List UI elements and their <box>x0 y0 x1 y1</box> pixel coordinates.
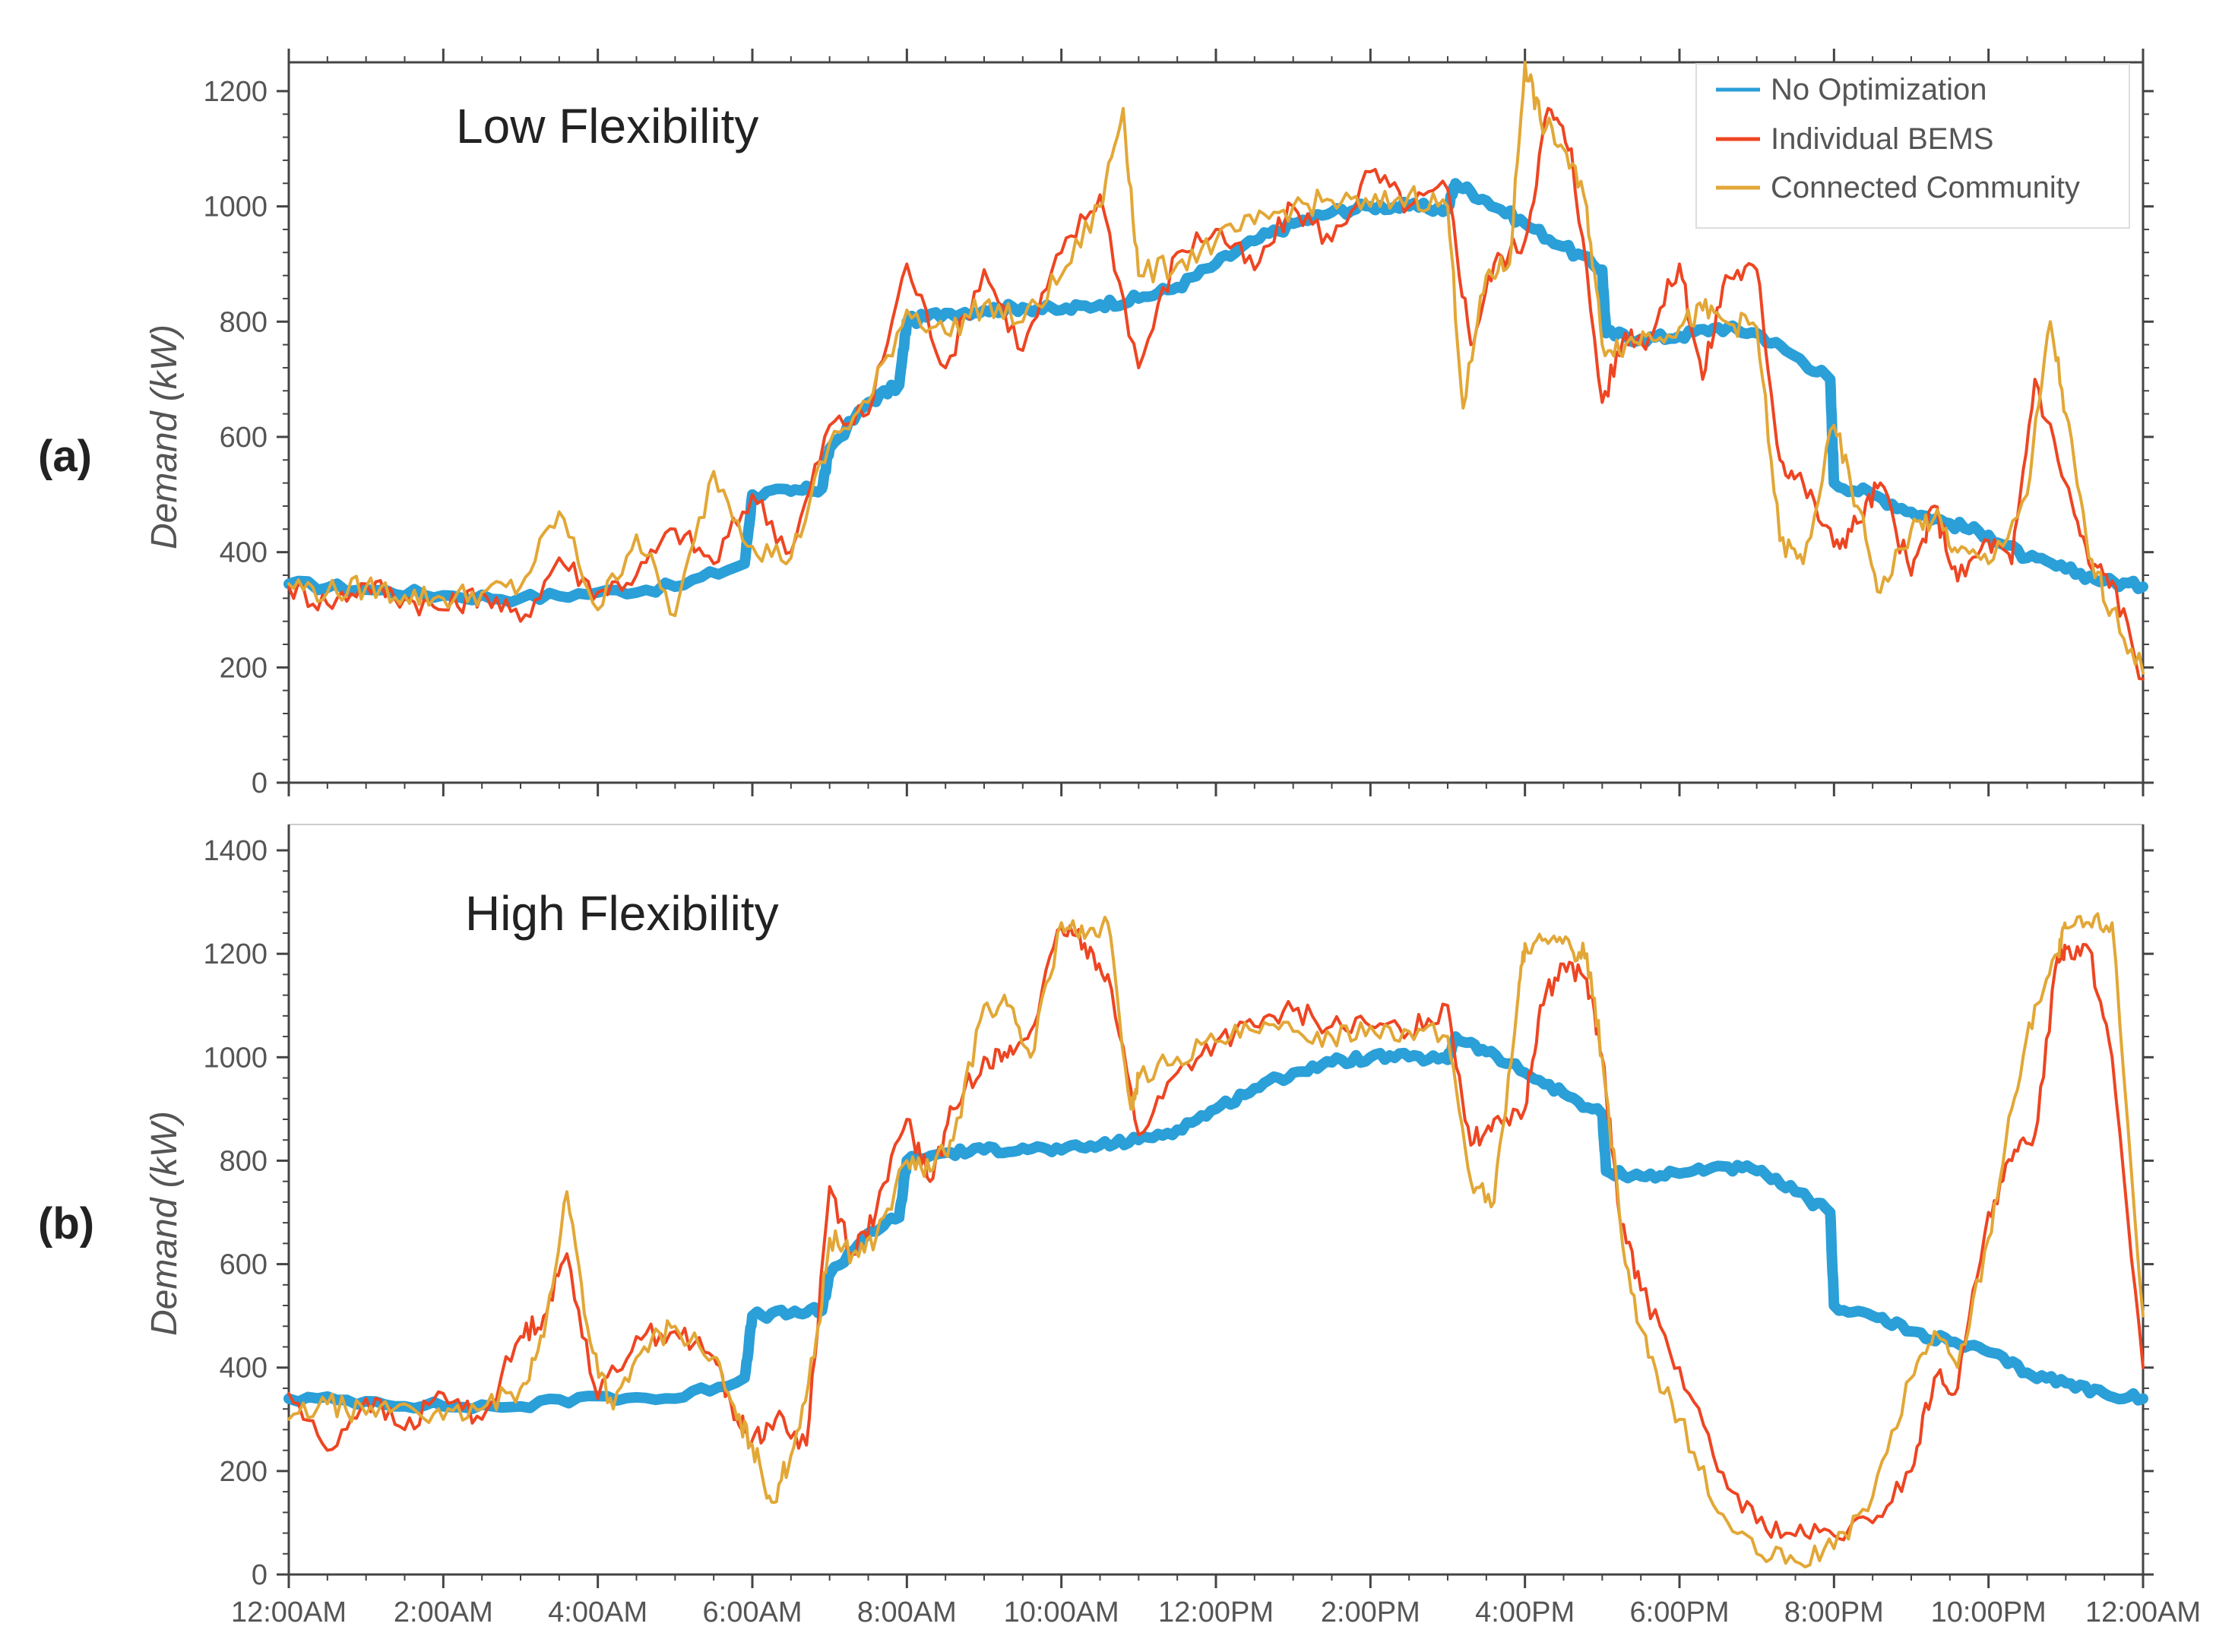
panel-b-ytick-label: 400 <box>220 1353 268 1385</box>
panel-a-series-individual-bems <box>287 106 2145 681</box>
panel-a-series-no-optimization <box>283 178 2148 608</box>
panel-b-ytick-label: 800 <box>220 1145 268 1177</box>
panel-a-series-connected-community <box>287 61 2145 675</box>
panel-b-xtick-label: 4:00PM <box>1475 1597 1575 1628</box>
panel-b-series-connected-community <box>287 912 2145 1568</box>
panel-b-ytick-label: 600 <box>220 1249 268 1281</box>
panel-b-xtick-label: 12:00PM <box>1158 1597 1274 1628</box>
legend: No Optimization Individual BEMS Connecte… <box>1695 63 2130 229</box>
panel-b-series-lines <box>283 912 2148 1568</box>
panel-a-series-lines <box>283 61 2148 681</box>
panel-b-ylabel: Demand (kW) <box>144 1111 185 1336</box>
panel-b-xtick-label: 6:00PM <box>1630 1597 1730 1628</box>
panel-b-xtick-label: 12:00AM <box>231 1597 347 1628</box>
panel-b-ytick-label: 1200 <box>203 938 268 970</box>
panel-b-label: (b) <box>38 1199 94 1248</box>
panel-b-xtick-label: 8:00PM <box>1784 1597 1884 1628</box>
panel-b-xtick-label: 12:00AM <box>2085 1597 2201 1628</box>
panel-b-ytick-label: 0 <box>252 1559 268 1591</box>
panel-a-ytick-label: 600 <box>220 422 268 454</box>
panel-b-ytick-label: 200 <box>220 1456 268 1488</box>
panel-a-ytick-label: 1200 <box>203 76 268 108</box>
panel-a-ytick-label: 200 <box>220 652 268 684</box>
panel-b-ytick-label: 1400 <box>203 835 268 867</box>
panel-a: 0 200 400 600 800 1000 1200 Low Flexibility (a… <box>38 49 2154 799</box>
panel-b-xtick-label: 4:00AM <box>548 1597 647 1628</box>
panel-a-ytick-label: 0 <box>252 767 268 799</box>
legend-label-no-optimization: No Optimization <box>1771 73 1987 106</box>
legend-label-individual-bems: Individual BEMS <box>1771 122 1993 156</box>
panel-b-title: High Flexibility <box>465 886 779 941</box>
panel-a-ytick-label: 800 <box>220 306 268 338</box>
panel-b-xtick-label: 2:00AM <box>394 1597 493 1628</box>
panel-b-xtick-label: 6:00AM <box>703 1597 803 1628</box>
panel-b: 0 200 400 600 800 1000 1200 1400 12:00AM 2:00AM 4… <box>38 824 2201 1628</box>
panel-b-series-individual-bems <box>287 924 2145 1542</box>
panel-b-ytick-label: 1000 <box>203 1042 268 1074</box>
panel-b-xtick-label: 2:00PM <box>1321 1597 1420 1628</box>
panel-a-ylabel: Demand (kW) <box>144 324 185 549</box>
panel-b-xtick-label: 10:00AM <box>1004 1597 1119 1628</box>
panel-b-xtick-label: 8:00AM <box>857 1597 957 1628</box>
panel-a-label: (a) <box>38 432 92 481</box>
panel-b-xtick-label: 10:00PM <box>1931 1597 2047 1628</box>
panel-a-ytick-label: 400 <box>220 537 268 569</box>
panel-a-title: Low Flexibility <box>456 99 758 153</box>
panel-b-series-no-optimization <box>283 1031 2148 1414</box>
legend-label-connected-community: Connected Community <box>1771 171 2080 204</box>
panel-a-ytick-label: 1000 <box>203 191 268 223</box>
